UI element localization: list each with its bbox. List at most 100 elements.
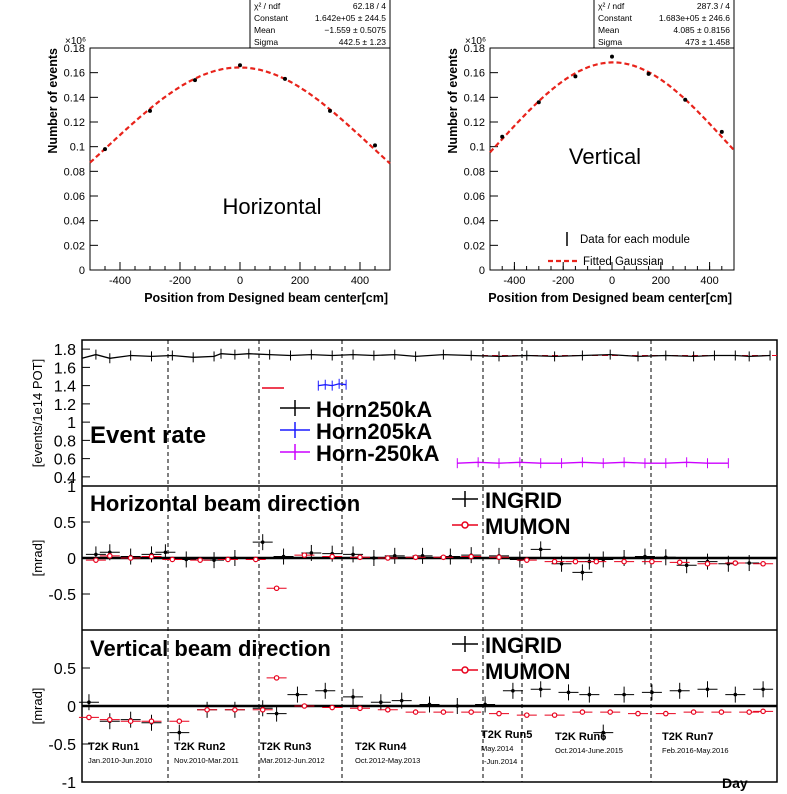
stats-value: 1.683e+05 ± 246.6	[659, 13, 730, 23]
panel-title: Vertical beam direction	[90, 636, 331, 661]
data-point	[233, 556, 237, 560]
data-point	[384, 706, 391, 713]
stats-box	[249, 0, 391, 49]
data-point	[440, 709, 447, 715]
data-point	[733, 692, 738, 697]
data-point	[283, 76, 287, 81]
stats-label: Sigma	[598, 37, 622, 47]
data-point	[225, 556, 231, 563]
legend-label: INGRID	[485, 488, 562, 513]
data-point	[573, 74, 578, 79]
vertical-profile-plot: 0 0.02 0.04 0.06 0.08 0.1 0.12 0.14 0.16 0.18 -400…	[446, 0, 735, 305]
stats-label: χ² / ndf	[598, 1, 625, 11]
data-point	[677, 689, 682, 693]
stats-label: Mean	[254, 25, 276, 35]
data-point	[635, 710, 641, 717]
data-point	[301, 703, 308, 709]
data-point	[301, 552, 308, 558]
data-point	[551, 712, 558, 718]
data-point	[690, 709, 697, 715]
data-point	[572, 558, 579, 565]
run-label: T2K Run2	[174, 741, 225, 753]
data-point	[281, 554, 286, 559]
y-tick-label: 0	[67, 699, 76, 716]
beam-stability-plot: 0.40.60.811.21.41.61.8[events/1e14 POT]-…	[30, 339, 778, 792]
run-label: T2K Run3	[260, 741, 311, 753]
y-tick-label: 0.18	[64, 43, 85, 55]
legend-label-fit: Fitted Gaussian	[583, 256, 664, 268]
run-period: -Jun.2014	[484, 757, 517, 766]
run-label: T2K Run7	[662, 731, 713, 743]
data-point	[148, 553, 155, 560]
stats-value: −1.559 ± 0.5075	[324, 25, 386, 35]
x-tick-label: 0	[609, 275, 615, 287]
legend-label: Horn-250kA	[316, 441, 440, 466]
panel-title: Event rate	[90, 422, 206, 449]
plot-title: Vertical	[569, 144, 641, 169]
plot-frame	[89, 47, 391, 271]
data-point	[107, 553, 113, 559]
data-point	[238, 63, 242, 68]
data-point	[127, 718, 134, 725]
data-point	[295, 692, 300, 697]
legend-label: Horn250kA	[316, 397, 432, 422]
horizontal-profile-plot: 0 0.02 0.04 0.06 0.08 0.1 0.12 0.14 0.16 0.18 -400…	[46, 0, 391, 305]
y-tick-label: 1.8	[54, 342, 76, 359]
y-tick-label: 0.5	[54, 515, 76, 532]
stats-value: 1.642e+05 ± 244.5	[315, 13, 386, 23]
run-label: T2K Run4	[355, 741, 407, 753]
data-point	[559, 561, 564, 566]
data-point	[309, 551, 314, 555]
data-point	[664, 555, 668, 560]
data-point	[726, 561, 731, 566]
data-point	[252, 556, 259, 563]
data-point	[108, 550, 112, 555]
stats-label: Sigma	[254, 37, 278, 47]
data-point	[193, 78, 197, 83]
y-tick-label: 1.6	[54, 360, 76, 377]
data-point	[259, 706, 266, 713]
data-point	[601, 557, 606, 562]
data-point	[496, 710, 502, 717]
data-point	[148, 108, 152, 113]
y-tick-label: 1	[67, 415, 76, 432]
data-point	[212, 558, 216, 562]
y-tick-label: 0	[479, 265, 485, 277]
y-multiplier: ×10⁶	[65, 36, 86, 47]
data-point	[274, 711, 279, 716]
data-point	[127, 555, 134, 561]
stats-value: 62.18 / 4	[353, 1, 386, 11]
fit-curve	[89, 66, 391, 165]
data-point	[468, 553, 475, 560]
data-point	[684, 563, 689, 567]
y-tick-label: 0.04	[64, 216, 85, 228]
x-axis-label: Position from Designed beam center[cm]	[144, 291, 388, 305]
run-period: Oct.2012-May.2013	[355, 756, 420, 765]
stats-label: Constant	[598, 13, 633, 23]
run-period: Jan.2010-Jun.2010	[88, 756, 152, 765]
data-point	[607, 709, 614, 715]
y-tick-label: 0.5	[54, 661, 76, 678]
data-point	[351, 695, 355, 699]
series-line	[457, 461, 729, 464]
y-tick-label: 0.6	[54, 452, 76, 469]
data-point	[732, 560, 739, 566]
y-tick-label: 0.14	[464, 92, 485, 104]
data-point	[468, 709, 475, 715]
data-point	[719, 129, 724, 134]
y-tick-label: 0	[79, 265, 85, 277]
data-point	[760, 560, 766, 567]
data-point	[760, 708, 766, 715]
y-tick-label: 0.12	[64, 117, 85, 129]
data-point	[351, 552, 355, 557]
y-axis-label: Number of events	[46, 48, 60, 154]
x-axis-label: Position from Designed beam center[cm]	[488, 291, 732, 305]
y-tick-label: 0.8	[54, 433, 76, 450]
x-tick-label: 200	[291, 275, 309, 287]
data-point	[103, 147, 107, 152]
stats-value: 473 ± 1.458	[685, 37, 730, 47]
y-tick-label: 0.16	[464, 68, 485, 80]
x-tick-label: -400	[503, 275, 525, 287]
data-point	[643, 554, 647, 559]
data-point	[621, 558, 627, 565]
